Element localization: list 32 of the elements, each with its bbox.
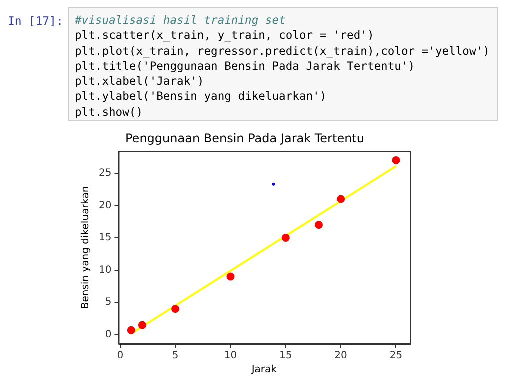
x-tick-label: 5: [172, 350, 179, 362]
y-tick-label: 5: [105, 297, 112, 308]
text: #visualisasi hasil training set: [75, 13, 287, 28]
x-tick-label: 15: [280, 350, 292, 362]
point: [127, 326, 136, 334]
point: [138, 321, 146, 330]
chart-title: Penggunaan Bensin Pada Jarak Tertentu: [126, 131, 364, 146]
x-tick-label: 20: [334, 350, 348, 362]
x-tick-label: 10: [224, 350, 238, 362]
y-tick-label: 20: [98, 200, 112, 212]
y-tick-label: 0: [105, 330, 112, 341]
text: plt.xlabel('Jarak'): [75, 74, 206, 90]
point: [337, 195, 346, 204]
y-tick-label: 25: [98, 168, 112, 179]
x-tick-label: 0: [117, 350, 124, 362]
text: plt.plot(x_train, regressor.predict(x_train),color ='yellow'): [75, 44, 491, 59]
point: [272, 182, 276, 186]
y-tick-label: 15: [98, 232, 112, 244]
point: [282, 234, 290, 242]
text: plt.title('Penggunaan Bensin Pada Jarak Tertentu'): [75, 58, 416, 74]
point: [314, 221, 323, 230]
point: [172, 305, 180, 314]
y-axis-title: Bensin yang dikeluarkan: [80, 186, 92, 310]
x-tick-label: 25: [390, 350, 403, 362]
point: [226, 272, 235, 281]
text: plt.show(): [75, 104, 144, 120]
point: [392, 156, 400, 164]
text: In [17]:: [8, 14, 64, 28]
text: plt.scatter(x_train, y_train, color = 'red'): [75, 28, 376, 44]
text: plt.ylabel('Bensin yang dikeluarkan'): [75, 89, 328, 105]
x-axis-title: Jarak: [250, 364, 278, 376]
y-tick-label: 10: [98, 264, 112, 276]
